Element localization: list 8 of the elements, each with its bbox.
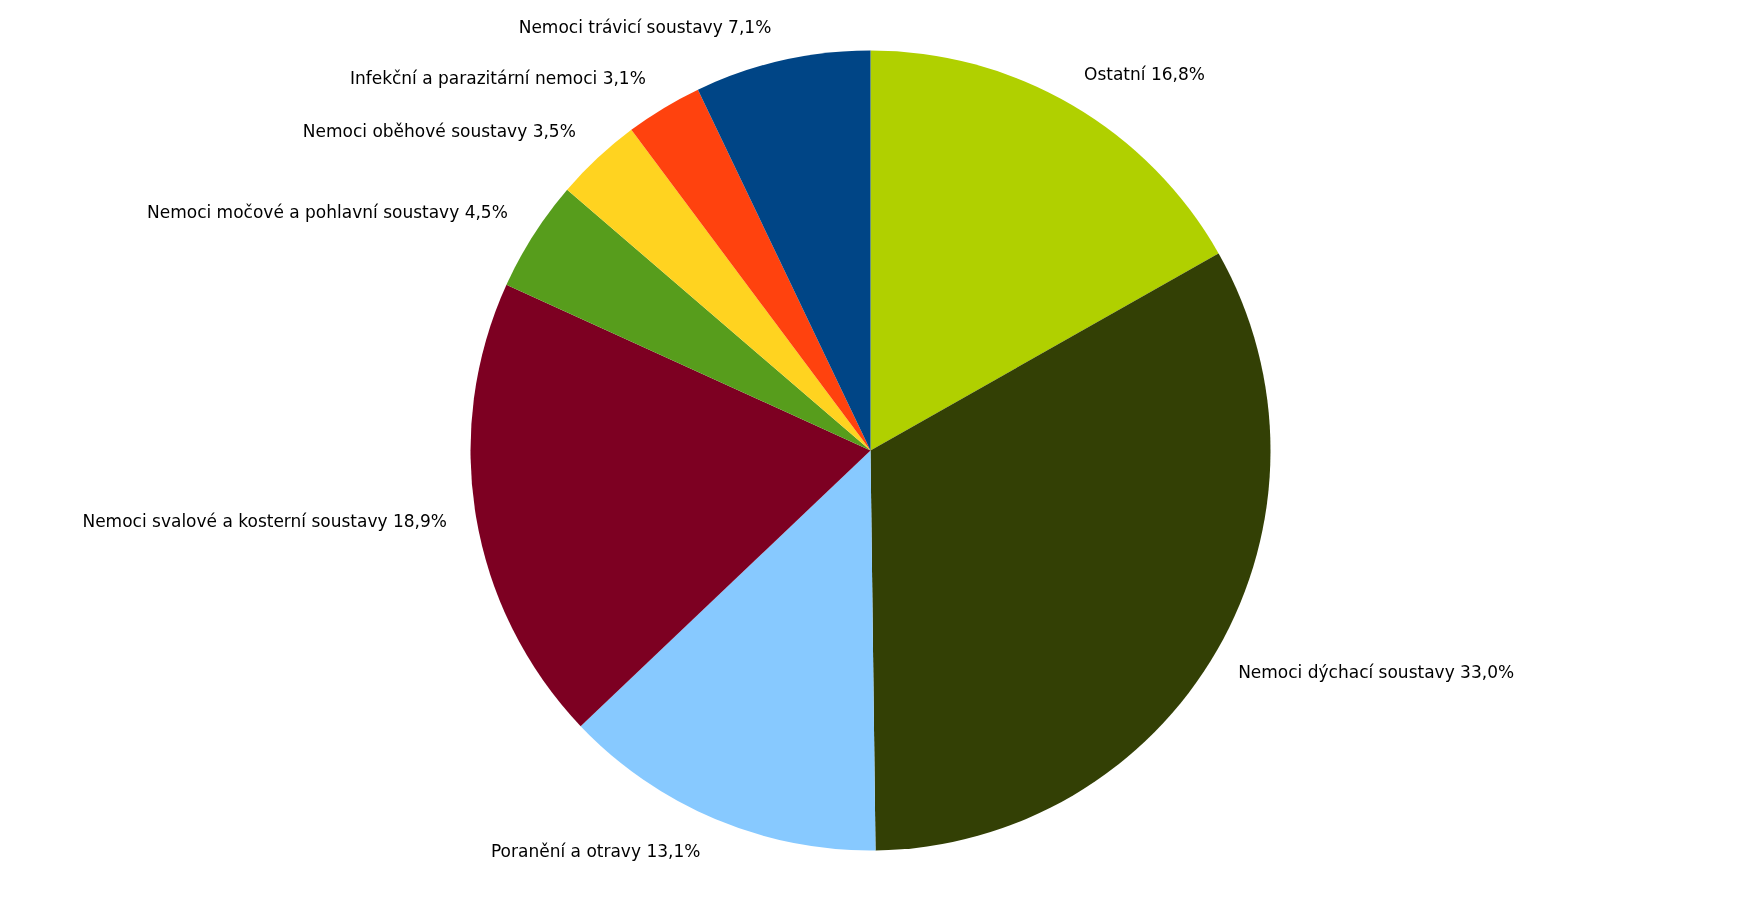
slice-label: Nemoci dýchací soustavy 33,0% bbox=[1238, 661, 1515, 682]
slice-label: Nemoci trávicí soustavy 7,1% bbox=[518, 17, 772, 37]
slice-label: Poranění a otravy 13,1% bbox=[490, 841, 701, 862]
slice-label: Nemoci svalové a kosterní soustavy 18,9% bbox=[82, 510, 447, 531]
slice-label: Ostatní 16,8% bbox=[1084, 64, 1205, 85]
slice-label: Nemoci močové a pohlavní soustavy 4,5% bbox=[147, 202, 508, 223]
slice-label: Infekční a parazitární nemoci 3,1% bbox=[349, 67, 646, 88]
slice-label: Nemoci oběhové soustavy 3,5% bbox=[302, 120, 576, 141]
